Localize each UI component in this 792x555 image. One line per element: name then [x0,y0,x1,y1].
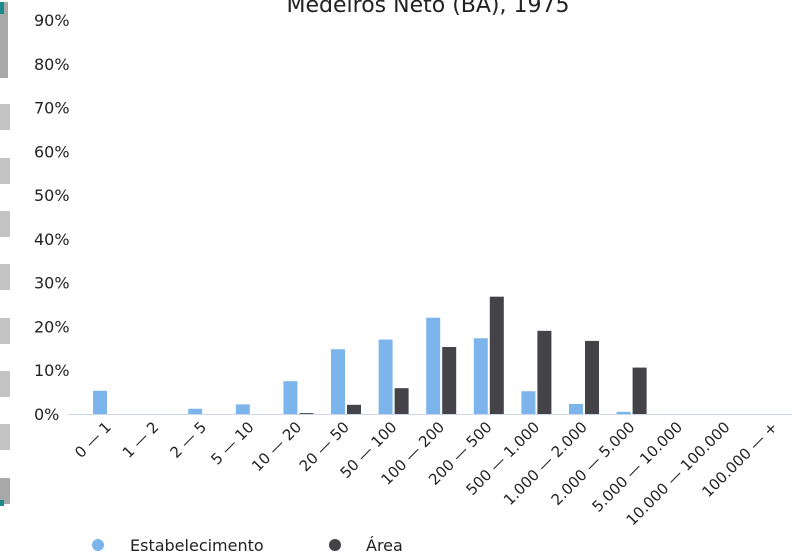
bar-estabelecimento[interactable] [616,411,631,414]
bar-area[interactable] [299,413,314,414]
x-tick-label: 1.000 — 2.000 [500,418,591,509]
bar-estabelecimento[interactable] [188,408,203,414]
bar-estabelecimento[interactable] [569,403,583,414]
legend-marker [92,539,104,551]
y-tick-label: 70% [34,99,70,118]
bar-area[interactable] [489,296,504,414]
plot-area [68,296,792,415]
bar-area[interactable] [442,347,457,414]
y-axis: 0% 10% 20% 30% 40% 50% 60% 70% 80% 90% [34,11,70,424]
y-tick-label: 80% [34,55,70,74]
bar-estabelecimento[interactable] [521,391,536,414]
bar-area[interactable] [394,388,409,414]
bar-estabelecimento[interactable] [378,339,393,414]
bar-area[interactable] [537,330,552,414]
legend-label: Área [366,536,403,555]
y-tick-label: 50% [34,186,70,205]
legend-item[interactable]: Área [329,536,403,555]
y-tick-label: 40% [34,230,70,249]
bar-area[interactable] [347,404,361,414]
y-tick-label: 30% [34,274,70,293]
bar-estabelecimento[interactable] [93,390,107,414]
y-tick-label: 60% [34,142,70,161]
bar-estabelecimento[interactable] [426,317,441,414]
x-tick-label: 2 — 5 [166,418,210,462]
x-tick-label: 0 — 1 [71,418,115,462]
legend[interactable]: Estabelecimento Área [92,536,403,555]
legend-item[interactable]: Estabelecimento [92,536,264,555]
y-tick-label: 20% [34,317,70,336]
x-tick-label: 2.000 — 5.000 [548,418,639,509]
bar-estabelecimento[interactable] [283,381,298,414]
chart-title: Medeiros Neto (BA), 1975 [287,0,570,18]
x-tick-label: 10 — 20 [248,418,305,475]
y-tick-label: 10% [34,361,70,380]
y-tick-label: 0% [34,405,59,424]
x-tick-label: 1 — 2 [119,418,163,462]
left-edge-strip [0,2,10,506]
legend-marker [329,539,341,551]
y-tick-label: 90% [34,11,70,30]
bar-estabelecimento[interactable] [473,338,488,414]
bar-area[interactable] [585,340,599,414]
bar-area[interactable] [632,367,647,414]
legend-label: Estabelecimento [130,536,264,555]
bar-estabelecimento[interactable] [331,349,345,414]
bar-estabelecimento[interactable] [235,404,250,414]
